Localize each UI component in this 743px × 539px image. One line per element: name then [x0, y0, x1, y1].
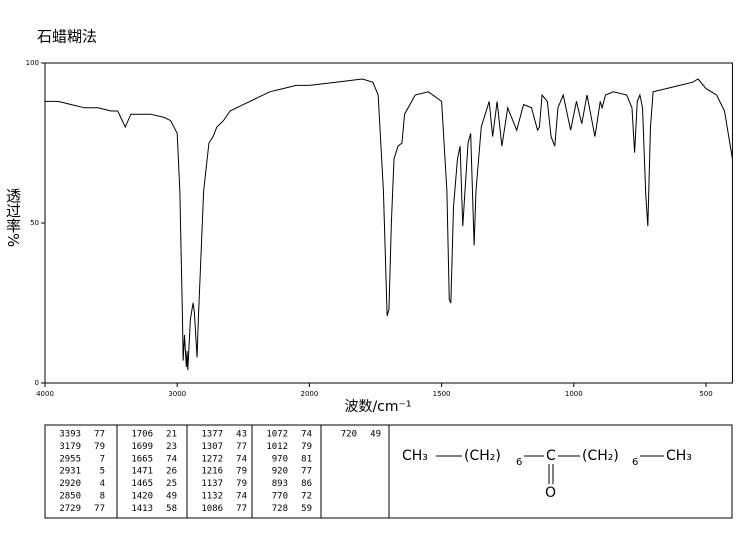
peak-wavenumber: 1706: [131, 430, 153, 440]
table-dividers: [116, 425, 390, 518]
peak-transmittance: 77: [236, 442, 247, 452]
peak-transmittance: 23: [166, 442, 177, 452]
peak-wavenumber: 1132: [201, 492, 223, 502]
peak-transmittance: 77: [94, 430, 105, 440]
peak-wavenumber: 920: [272, 467, 288, 477]
x-tick-label: 3000: [168, 390, 186, 398]
peak-wavenumber: 893: [272, 479, 288, 489]
peak-wavenumber: 720: [341, 430, 357, 440]
peak-transmittance: 79: [94, 442, 105, 452]
peak-wavenumber: 1137: [201, 479, 223, 489]
y-tick-label: 0: [35, 379, 39, 387]
peak-transmittance: 4: [100, 479, 105, 489]
x-tick-label: 1000: [565, 390, 583, 398]
atom: O: [545, 485, 556, 501]
peak-transmittance: 7: [100, 454, 105, 464]
peak-transmittance: 81: [301, 454, 312, 464]
peak-wavenumber: 2850: [59, 492, 81, 502]
peak-wavenumber: 1471: [131, 467, 153, 477]
peak-transmittance: 74: [236, 492, 247, 502]
peak-wavenumber: 1307: [201, 442, 223, 452]
peak-transmittance: 5: [100, 467, 105, 477]
peak-wavenumber: 3179: [59, 442, 81, 452]
peak-wavenumber: 1012: [266, 442, 288, 452]
y-tick-label: 100: [26, 59, 39, 67]
spectrum-line: [45, 78, 733, 371]
peak-wavenumber: 1420: [131, 492, 153, 502]
peak-transmittance: 79: [301, 442, 312, 452]
peak-wavenumber: 770: [272, 492, 288, 502]
peak-transmittance: 74: [166, 454, 177, 464]
peak-transmittance: 21: [166, 430, 177, 440]
x-tick-label: 4000: [36, 390, 54, 398]
peak-transmittance: 74: [236, 454, 247, 464]
peak-wavenumber: 1086: [201, 504, 223, 514]
group: (CH₂): [582, 448, 619, 464]
peak-transmittance: 77: [236, 504, 247, 514]
peak-wavenumber: 1699: [131, 442, 153, 452]
peak-transmittance: 77: [301, 467, 312, 477]
peak-transmittance: 59: [301, 504, 312, 514]
atom: C: [546, 448, 556, 464]
structure: CH₃ (CH₂) 6 C O (CH₂) 6 CH₃: [402, 448, 692, 501]
peak-transmittance: 25: [166, 479, 177, 489]
peak-wavenumber: 1216: [201, 467, 223, 477]
peak-wavenumber: 3393: [59, 430, 81, 440]
peak-transmittance: 86: [301, 479, 312, 489]
x-tick-label: 1500: [433, 390, 451, 398]
peak-transmittance: 72: [301, 492, 312, 502]
peak-wavenumber: 1413: [131, 504, 153, 514]
y-axis-label: 透过率%: [4, 188, 22, 248]
subscript: 6: [632, 457, 638, 468]
x-tick-label: 2000: [300, 390, 318, 398]
peak-wavenumber: 728: [272, 504, 288, 514]
peak-wavenumber: 2729: [59, 504, 81, 514]
peak-wavenumber: 2920: [59, 479, 81, 489]
peak-transmittance: 77: [94, 504, 105, 514]
peak-transmittance: 74: [301, 430, 312, 440]
x-axis-label: 波数/cm⁻¹: [344, 399, 411, 415]
group: (CH₂): [464, 448, 501, 464]
peak-transmittance: 8: [100, 492, 105, 502]
peak-transmittance: 79: [236, 467, 247, 477]
peak-wavenumber: 1665: [131, 454, 153, 464]
peak-transmittance: 43: [236, 430, 247, 440]
peak-transmittance: 49: [370, 430, 381, 440]
peak-transmittance: 79: [236, 479, 247, 489]
peak-wavenumber: 2955: [59, 454, 81, 464]
peak-wavenumber: 1072: [266, 430, 288, 440]
peak-wavenumber: 1465: [131, 479, 153, 489]
group: CH₃: [402, 448, 428, 464]
peak-wavenumber: 1377: [201, 430, 223, 440]
peak-transmittance: 49: [166, 492, 177, 502]
peak-wavenumber: 2931: [59, 467, 81, 477]
chart-title: 石蜡糊法: [37, 28, 97, 46]
group: CH₃: [666, 448, 692, 464]
peak-wavenumber: 970: [272, 454, 288, 464]
subscript: 6: [516, 457, 522, 468]
peak-transmittance: 58: [166, 504, 177, 514]
peak-wavenumber: 1272: [201, 454, 223, 464]
y-tick-label: 50: [30, 219, 39, 227]
plot-frame: [44, 62, 733, 384]
x-tick-label: 500: [699, 390, 712, 398]
peak-transmittance: 26: [166, 467, 177, 477]
